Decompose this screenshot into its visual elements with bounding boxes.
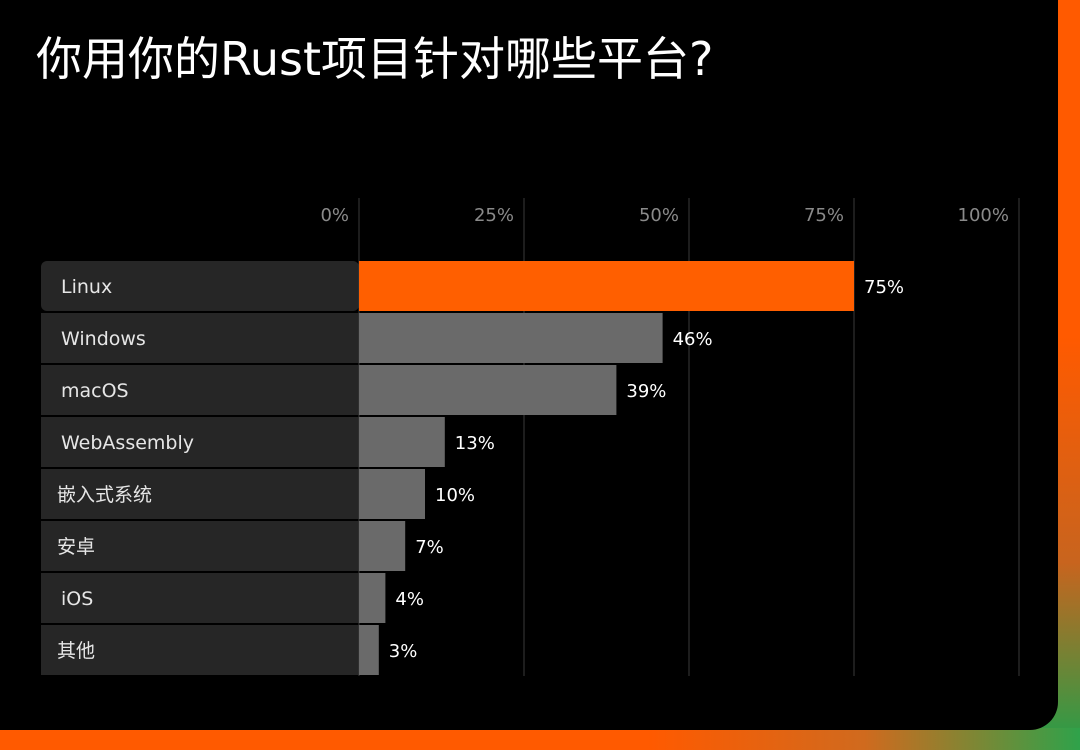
value-label: 3% <box>389 641 418 662</box>
value-label: 7% <box>415 537 444 558</box>
x-tick-label: 50% <box>639 205 679 226</box>
category-label: Windows <box>61 328 146 350</box>
bar <box>359 469 425 519</box>
category-label: WebAssembly <box>61 432 194 454</box>
category-row-bg <box>41 261 359 311</box>
category-label: 其他 <box>57 640 95 662</box>
bar-chart: 0% 25% 50% 75% 100% Linux 75% Windows 46% macOS 39… <box>41 198 1020 676</box>
x-tick-label: 25% <box>474 205 514 226</box>
bar <box>359 521 406 571</box>
gradient-border-bottom <box>0 728 1080 750</box>
category-label: macOS <box>61 380 129 402</box>
category-label: 安卓 <box>57 536 95 558</box>
value-label: 13% <box>455 433 495 454</box>
value-label: 75% <box>864 277 904 298</box>
chart-panel: 你用你的Rust项目针对哪些平台? 0% 25% 50% 75% 100% Linux 75… <box>0 0 1058 730</box>
x-tick-label: 75% <box>804 205 844 226</box>
category-row-bg <box>41 417 359 467</box>
chart-title: 你用你的Rust项目针对哪些平台? <box>36 32 714 86</box>
bar <box>359 261 854 311</box>
bar <box>359 625 379 675</box>
value-label: 46% <box>673 329 713 350</box>
bar <box>359 313 663 363</box>
x-tick-label: 100% <box>958 205 1009 226</box>
category-row-bg <box>41 573 359 623</box>
category-row-bg <box>41 521 359 571</box>
bar <box>359 365 617 415</box>
category-label: Linux <box>61 276 112 298</box>
bar <box>359 417 445 467</box>
value-label: 4% <box>395 589 424 610</box>
category-row-bg <box>41 469 359 519</box>
value-label: 39% <box>626 381 666 402</box>
value-label: 10% <box>435 485 475 506</box>
category-label: 嵌入式系统 <box>57 484 152 506</box>
category-row-bg <box>41 625 359 675</box>
bar <box>359 573 386 623</box>
category-row-bg <box>41 365 359 415</box>
category-label: iOS <box>61 588 93 610</box>
category-row-bg <box>41 313 359 363</box>
x-tick-label: 0% <box>320 205 349 226</box>
